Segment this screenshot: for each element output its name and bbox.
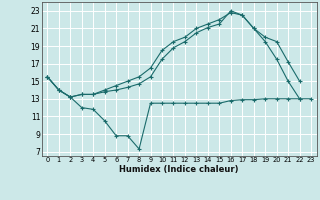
X-axis label: Humidex (Indice chaleur): Humidex (Indice chaleur) [119,165,239,174]
